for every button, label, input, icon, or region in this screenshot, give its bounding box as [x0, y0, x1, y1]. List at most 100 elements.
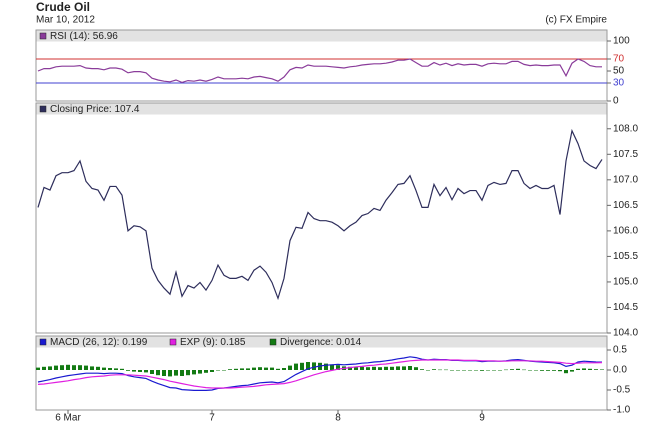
data-line [37, 58, 603, 84]
chart-title: Crude Oil [36, 0, 90, 14]
bar [474, 370, 478, 371]
bar [180, 370, 184, 376]
bar [288, 365, 292, 370]
bar [132, 370, 136, 372]
bar [378, 367, 382, 370]
panel-frame [35, 29, 608, 102]
bar [162, 370, 166, 376]
bar [138, 370, 142, 372]
bar [414, 367, 418, 370]
bar [546, 370, 550, 371]
bar [480, 370, 484, 371]
bar [456, 370, 460, 371]
bar [252, 367, 256, 370]
panel-header [36, 30, 607, 42]
y-tick-label: 107.0 [613, 174, 638, 185]
bar [276, 368, 280, 370]
y-tick-label: 104.0 [613, 328, 638, 339]
bar [42, 366, 46, 370]
bar [72, 365, 76, 370]
bar [558, 370, 562, 372]
bar [96, 366, 100, 370]
bar [294, 363, 298, 370]
bar [264, 367, 268, 370]
bar [504, 369, 508, 371]
bar [90, 366, 94, 370]
bar [246, 368, 250, 370]
bar [144, 370, 148, 373]
bar [258, 367, 262, 370]
bar [174, 370, 178, 376]
bar [54, 365, 58, 370]
bar [126, 370, 130, 371]
y-tick-label: 50 [613, 66, 625, 77]
legend-label: EXP (9): 0.185 [180, 337, 246, 348]
data-line [37, 128, 603, 301]
chart-source: (c) FX Empire [545, 15, 607, 26]
legend-label: MACD (26, 12): 0.199 [50, 337, 148, 348]
x-tick-label: 9 [479, 413, 485, 424]
panel-header [36, 336, 607, 348]
y-tick-label: 100 [613, 36, 630, 47]
data-line [37, 359, 603, 389]
bar [462, 370, 466, 371]
bar [270, 367, 274, 370]
bar [354, 367, 358, 370]
bar [444, 369, 448, 371]
bar [66, 364, 70, 370]
bar [198, 370, 202, 374]
bar [216, 370, 220, 371]
bar [114, 368, 118, 370]
bar [186, 370, 190, 376]
bar [306, 362, 310, 370]
bar [84, 365, 88, 370]
bar [426, 370, 430, 371]
legend-swatch [39, 105, 47, 113]
bar [312, 362, 316, 370]
bar [570, 370, 574, 372]
y-tick-label: -0.5 [613, 385, 631, 396]
bar [102, 367, 106, 370]
y-tick-label: 104.5 [613, 302, 638, 313]
bar [432, 369, 436, 370]
x-tick-label: 6 Mar [55, 413, 81, 424]
legend-swatch [39, 338, 47, 346]
bar [450, 370, 454, 371]
y-tick-label: 0 [613, 96, 619, 107]
bar [192, 370, 196, 375]
legend-swatch [39, 32, 47, 40]
y-tick-label: 106.5 [613, 200, 638, 211]
bar [468, 370, 472, 371]
bar [48, 366, 52, 370]
bar [336, 365, 340, 370]
panel-header [36, 103, 607, 115]
bar [408, 366, 412, 370]
y-tick-label: -1.0 [613, 405, 631, 416]
bar [300, 362, 304, 370]
bar [540, 370, 544, 371]
bar [234, 368, 238, 370]
bar [486, 370, 490, 371]
y-tick-label: 105.0 [613, 277, 638, 288]
bar [360, 366, 364, 370]
bar [516, 368, 520, 370]
bar [552, 370, 556, 371]
bar [582, 368, 586, 370]
bar [438, 369, 442, 371]
bar [372, 366, 376, 370]
bar [588, 368, 592, 370]
y-tick-label: 70 [613, 54, 625, 65]
y-tick-label: 108.0 [613, 123, 638, 134]
bar [402, 366, 406, 370]
bar [60, 365, 64, 370]
bar [366, 367, 370, 370]
bar [528, 370, 532, 371]
bar [120, 368, 124, 370]
bar [510, 369, 514, 370]
bar [600, 369, 604, 370]
bar [492, 370, 496, 371]
y-tick-label: 105.5 [613, 251, 638, 262]
y-tick-label: 107.5 [613, 149, 638, 160]
y-tick-label: 30 [613, 78, 625, 89]
